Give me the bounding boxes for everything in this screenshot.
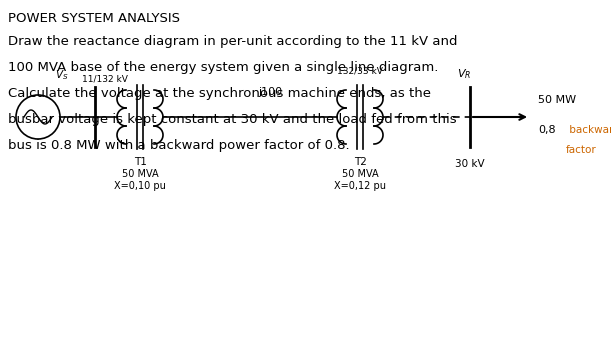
- Text: X=0,10 pu: X=0,10 pu: [114, 181, 166, 191]
- Text: 11/132 kV: 11/132 kV: [82, 75, 128, 84]
- Text: Calculate the voltage at the synchronous machine ends, as the: Calculate the voltage at the synchronous…: [8, 87, 431, 100]
- Text: X=0,12 pu: X=0,12 pu: [334, 181, 386, 191]
- Text: T2: T2: [354, 157, 367, 167]
- Text: Draw the reactance diagram in per-unit according to the 11 kV and: Draw the reactance diagram in per-unit a…: [8, 35, 458, 48]
- Text: 50 MVA: 50 MVA: [342, 169, 378, 179]
- Text: $V_S$: $V_S$: [55, 68, 68, 82]
- Text: bus is 0.8 MW with a backward power factor of 0.8.: bus is 0.8 MW with a backward power fact…: [8, 139, 349, 152]
- Text: T1: T1: [134, 157, 147, 167]
- Text: factor: factor: [566, 145, 597, 155]
- Text: POWER SYSTEM ANALYSIS: POWER SYSTEM ANALYSIS: [8, 12, 180, 25]
- Text: $V_R$: $V_R$: [457, 67, 471, 81]
- Text: 132/33 kV: 132/33 kV: [337, 66, 383, 75]
- Text: 100 MVA base of the energy system given a single line diagram.: 100 MVA base of the energy system given …: [8, 61, 438, 74]
- Text: 30 kV: 30 kV: [455, 159, 485, 169]
- Text: 0,8: 0,8: [538, 125, 555, 135]
- Text: 50 MVA: 50 MVA: [122, 169, 158, 179]
- Text: 50 MW: 50 MW: [538, 95, 576, 105]
- Text: backward power: backward power: [566, 125, 611, 135]
- Text: busbar voltage is kept constant at 30 kV and the load fed from this: busbar voltage is kept constant at 30 kV…: [8, 113, 456, 126]
- Text: j100: j100: [258, 87, 282, 97]
